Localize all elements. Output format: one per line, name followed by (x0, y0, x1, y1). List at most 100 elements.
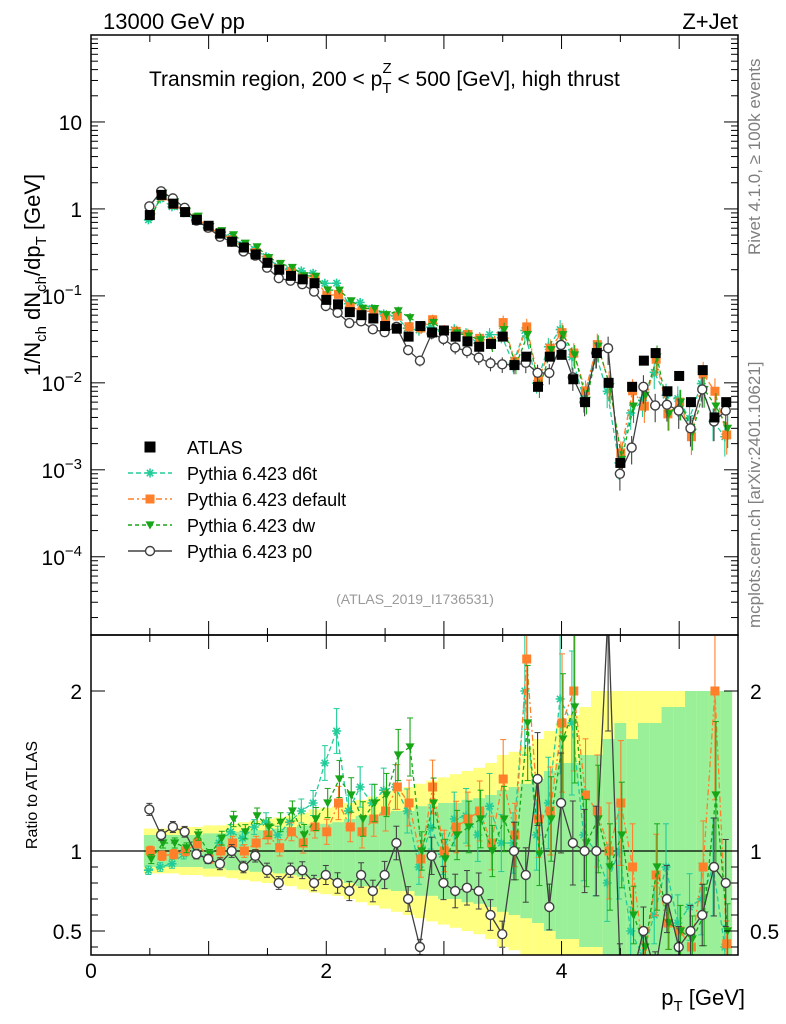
main-point-1 (722, 430, 732, 440)
ratio-point-3 (332, 877, 343, 889)
main-axis-ticks: 10 1 10−1 10−2 10−3 10−4 (42, 35, 739, 635)
atlas-point (274, 264, 285, 275)
plot-title: Transmin region, 200 < pTZ < 500 [GeV], … (149, 60, 620, 97)
ratio-point-2 (523, 719, 533, 728)
main-point-1 (686, 432, 696, 442)
ratio-panel-frame (90, 634, 739, 956)
ratio-point-1 (275, 843, 285, 853)
ratio-point-1 (522, 654, 532, 664)
ratio-point-3 (250, 850, 261, 861)
atlas-point (544, 351, 555, 362)
ratio-point-0 (414, 862, 424, 872)
main-y-tick-label: 10−4 (42, 543, 82, 570)
main-y-tick-label: 10−3 (42, 456, 82, 483)
ratio-point-1 (510, 830, 520, 840)
atlas-point (580, 397, 591, 408)
main-line-1 (149, 195, 728, 454)
ratio-plot-content (91, 607, 738, 955)
main-point-1 (381, 313, 391, 323)
ratio-point-1 (157, 851, 167, 861)
ratio-point-0 (426, 822, 436, 832)
main-point-3 (555, 339, 567, 351)
ratio-point-2 (440, 855, 450, 864)
main-point-2 (276, 259, 286, 268)
legend-label-3: Pythia 6.423 dw (187, 516, 316, 536)
main-point-2 (429, 318, 439, 328)
main-point-0 (320, 278, 330, 288)
ratio-line-0 (148, 690, 726, 955)
atlas-point (509, 360, 520, 371)
ratio-tick-label-right: 0.5 (750, 921, 779, 944)
atlas-point (662, 386, 673, 397)
ratio-point-3 (285, 865, 296, 876)
ratio-point-3 (214, 858, 226, 869)
legend-marker-3 (145, 521, 155, 530)
ratio-point-3 (414, 941, 426, 953)
main-point-1 (639, 401, 649, 411)
ratio-point-2 (240, 828, 250, 837)
ratio-point-1 (439, 846, 449, 856)
legend-marker-4 (144, 545, 156, 557)
ratio-point-0 (249, 822, 259, 832)
main-point-2 (405, 314, 415, 323)
ratio-point-3 (155, 829, 167, 841)
ratio-point-3 (461, 882, 473, 893)
ratio-point-1 (569, 686, 579, 696)
atlas-point (568, 374, 579, 385)
ratio-point-1 (239, 846, 249, 856)
atlas-point (285, 270, 296, 281)
ratio-point-0 (485, 801, 495, 811)
main-point-3 (473, 352, 484, 363)
main-point-3 (602, 343, 614, 354)
atlas-point (497, 331, 508, 342)
ratio-point-3 (426, 850, 437, 861)
ratio-tick-label-left: 2 (70, 681, 82, 704)
main-point-2 (476, 336, 486, 345)
ratio-point-2 (605, 863, 615, 872)
atlas-point (203, 220, 214, 231)
ratio-point-2 (323, 799, 333, 808)
main-point-0 (355, 297, 365, 307)
ratio-point-3 (685, 925, 696, 937)
legend-label-2: Pythia 6.423 default (187, 490, 346, 510)
ratio-point-2 (417, 847, 427, 856)
ratio-point-2 (229, 815, 239, 824)
main-point-2 (287, 263, 297, 272)
atlas-point (309, 278, 320, 289)
ratio-point-3 (591, 845, 602, 857)
analysis-id-label: (ATLAS_2019_I1736531) (336, 591, 494, 607)
ratio-y-axis-label: Ratio to ATLAS (24, 741, 41, 849)
ratio-point-0 (155, 862, 165, 872)
ratio-point-2 (452, 831, 462, 840)
main-point-2 (711, 402, 721, 411)
ratio-point-1 (251, 838, 261, 848)
x-tick-label: 2 (320, 960, 332, 983)
atlas-point (474, 341, 485, 352)
ratio-point-3 (226, 845, 237, 857)
main-panel: 10 1 10−1 10−2 10−3 10−4 (ATLAS_2019_I1736531… (20, 34, 739, 636)
ratio-point-1 (416, 854, 426, 864)
ratio-point-3 (402, 893, 414, 905)
atlas-point (603, 377, 614, 388)
ratio-point-3 (604, 607, 613, 616)
main-y-tick-label: 1 (70, 199, 82, 222)
ratio-point-3 (355, 869, 367, 881)
ratio-point-3 (308, 877, 320, 889)
legend-marker-0 (144, 441, 156, 453)
ratio-point-0 (673, 918, 683, 928)
main-y-tick-label: 10−1 (42, 282, 82, 309)
ratio-point-1 (604, 846, 614, 856)
header-process-label: Z+Jet (682, 9, 738, 34)
main-point-1 (710, 386, 720, 396)
atlas-point (215, 228, 226, 239)
legend-marker-2 (145, 494, 155, 504)
ratio-point-2 (711, 791, 721, 800)
ratio-tick-label-left: 1 (70, 841, 82, 864)
ratio-point-3 (532, 773, 543, 785)
ratio-point-3 (508, 845, 520, 857)
rivet-version-label: Rivet 4.1.0, ≥ 100k events (745, 59, 764, 255)
ratio-point-3 (485, 909, 496, 921)
main-point-2 (382, 311, 392, 320)
ratio-point-1 (698, 862, 708, 872)
